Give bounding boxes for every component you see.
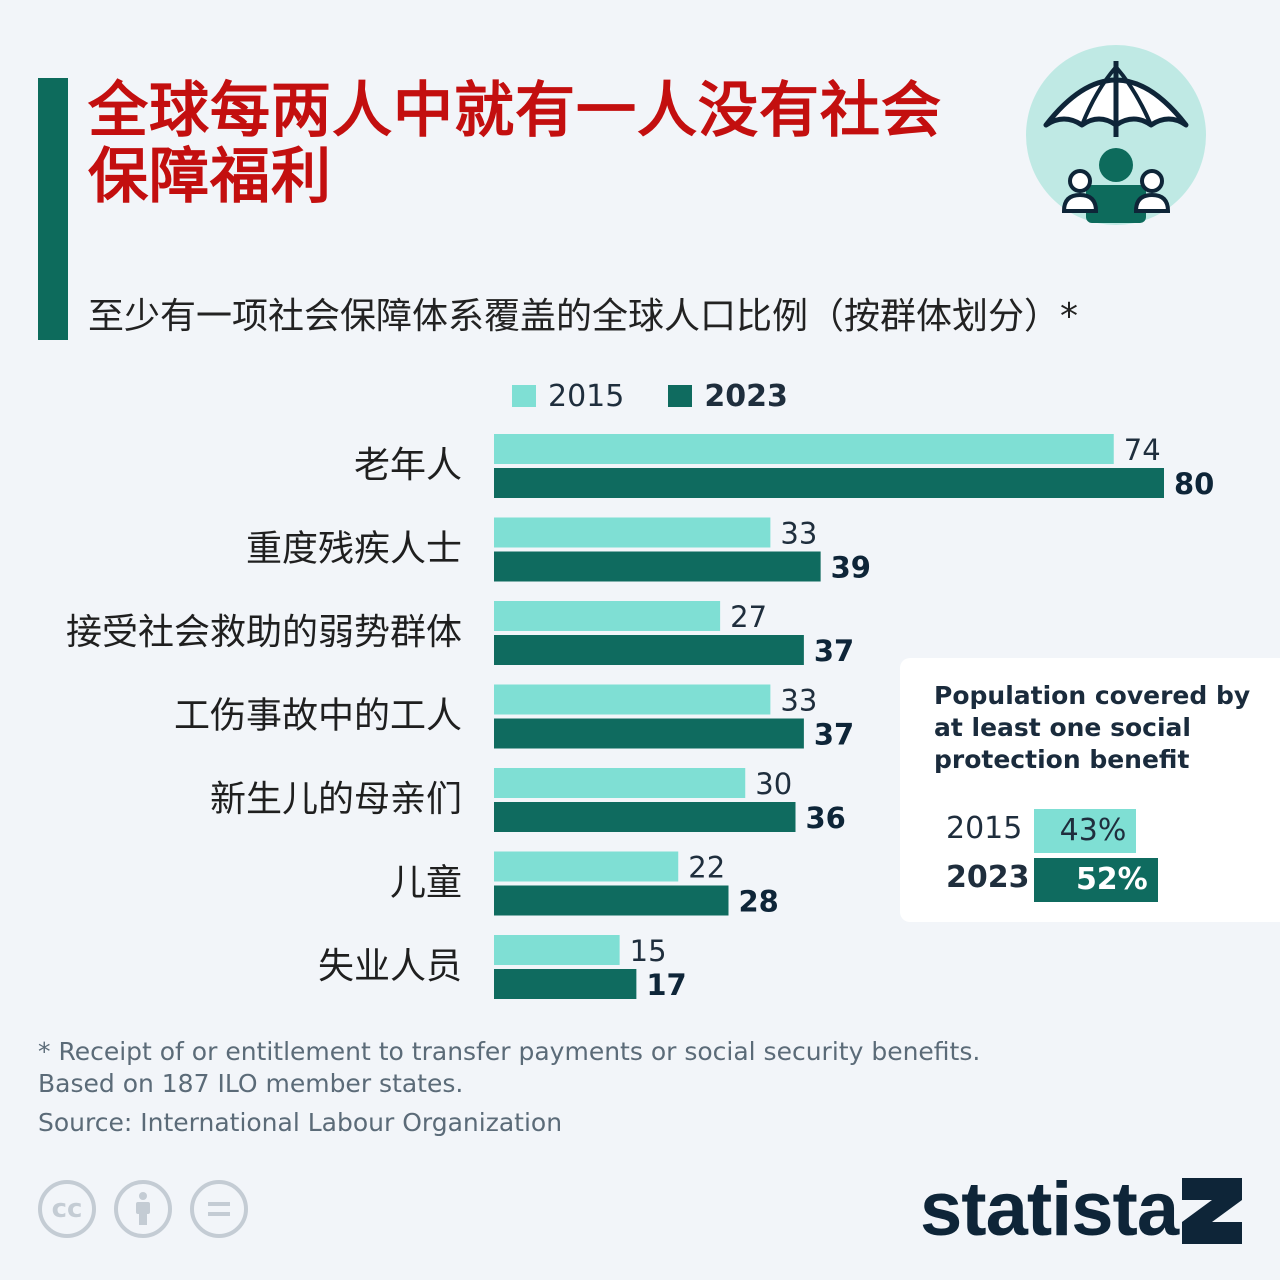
data-label-2023: 39: [831, 551, 871, 585]
source-link[interactable]: Source: International Labour Organizatio…: [38, 1108, 563, 1137]
attribution-icon[interactable]: [114, 1180, 172, 1238]
summary-value-2023: 52%: [1075, 862, 1148, 897]
summary-value-2015: 43%: [1059, 813, 1127, 848]
chart-legend: 2015 2023: [512, 376, 832, 416]
bar-2023: [494, 718, 804, 749]
data-label-2015: 33: [780, 684, 817, 718]
category-label: 接受社会救助的弱势群体: [66, 612, 462, 653]
no-derivatives-icon[interactable]: [190, 1180, 248, 1238]
bar-2023: [494, 551, 821, 582]
data-label-2023: 37: [814, 634, 854, 668]
bar-2023: [494, 468, 1164, 498]
data-label-2023: 36: [806, 801, 846, 835]
cc-icon[interactable]: cc: [38, 1180, 96, 1238]
footnote-line-1: * Receipt of or entitlement to transfer …: [38, 1037, 981, 1066]
summary-box: Population covered by at least one socia…: [900, 658, 1280, 922]
bar-2015: [494, 684, 771, 715]
data-label-2015: 27: [730, 600, 767, 634]
data-label-2015: 74: [1124, 433, 1161, 467]
bar-2023: [494, 635, 804, 665]
data-label-2023: 80: [1174, 467, 1214, 501]
summary-bar-2015: 43%: [1034, 809, 1137, 853]
category-label: 失业人员: [318, 946, 462, 987]
bar-2023: [494, 885, 729, 916]
legend-item-2015: 2015: [512, 379, 624, 414]
legend-label-2023: 2023: [704, 378, 788, 414]
summary-title: Population covered by at least one socia…: [934, 681, 1251, 774]
data-label-2015: 30: [755, 767, 792, 801]
category-label: 老年人: [354, 445, 462, 486]
bar-chart: 老年人 74 80 重度残疾人士 33 39 接受社会救助的弱势群体 27 37 工伤事故中的工人…: [66, 433, 1214, 1002]
data-label-2015: 15: [630, 934, 667, 968]
data-label-2015: 22: [688, 851, 725, 885]
legend-label-2015: 2015: [548, 378, 625, 414]
category-label: 儿童: [390, 863, 462, 904]
data-label-2015: 33: [780, 517, 817, 551]
category-label: 重度残疾人士: [246, 529, 462, 570]
legend-swatch-2015: [512, 385, 536, 407]
statista-logo[interactable]: statista: [920, 1167, 1179, 1252]
bar-2023: [494, 969, 637, 999]
bar-2023: [494, 802, 796, 832]
legend-item-2023: 2023: [668, 379, 788, 414]
statista-mark-icon: [1182, 1178, 1242, 1244]
footnote-line-2: Based on 187 ILO member states.: [38, 1069, 464, 1098]
bar-2015: [494, 601, 721, 631]
summary-year-2015: 2015: [946, 811, 1023, 846]
summary-bar-2023: 52%: [1034, 858, 1158, 902]
bar-2015: [494, 935, 620, 965]
legend-swatch-2023: [668, 385, 693, 407]
page-title: 全球每两人中就有一人没有社会保障福利: [88, 76, 942, 212]
category-label: 新生儿的母亲们: [210, 779, 462, 820]
accent-bar: [38, 78, 68, 340]
category-label: 工伤事故中的工人: [174, 696, 462, 737]
bar-2015: [494, 768, 746, 798]
summary-year-2023: 2023: [946, 860, 1030, 895]
chart-subtitle: 至少有一项社会保障体系覆盖的全球人口比例（按群体划分）*: [88, 296, 1079, 337]
data-label-2023: 37: [814, 718, 854, 752]
bar-2015: [494, 517, 771, 548]
license-icons: cc: [38, 1180, 266, 1238]
bar-2015: [494, 434, 1114, 464]
bar-2015: [494, 851, 679, 882]
footnote: * Receipt of or entitlement to transfer …: [38, 1036, 1038, 1100]
data-label-2023: 17: [646, 968, 686, 1002]
data-label-2023: 28: [739, 885, 779, 919]
umbrella-people-icon: [1024, 45, 1209, 265]
